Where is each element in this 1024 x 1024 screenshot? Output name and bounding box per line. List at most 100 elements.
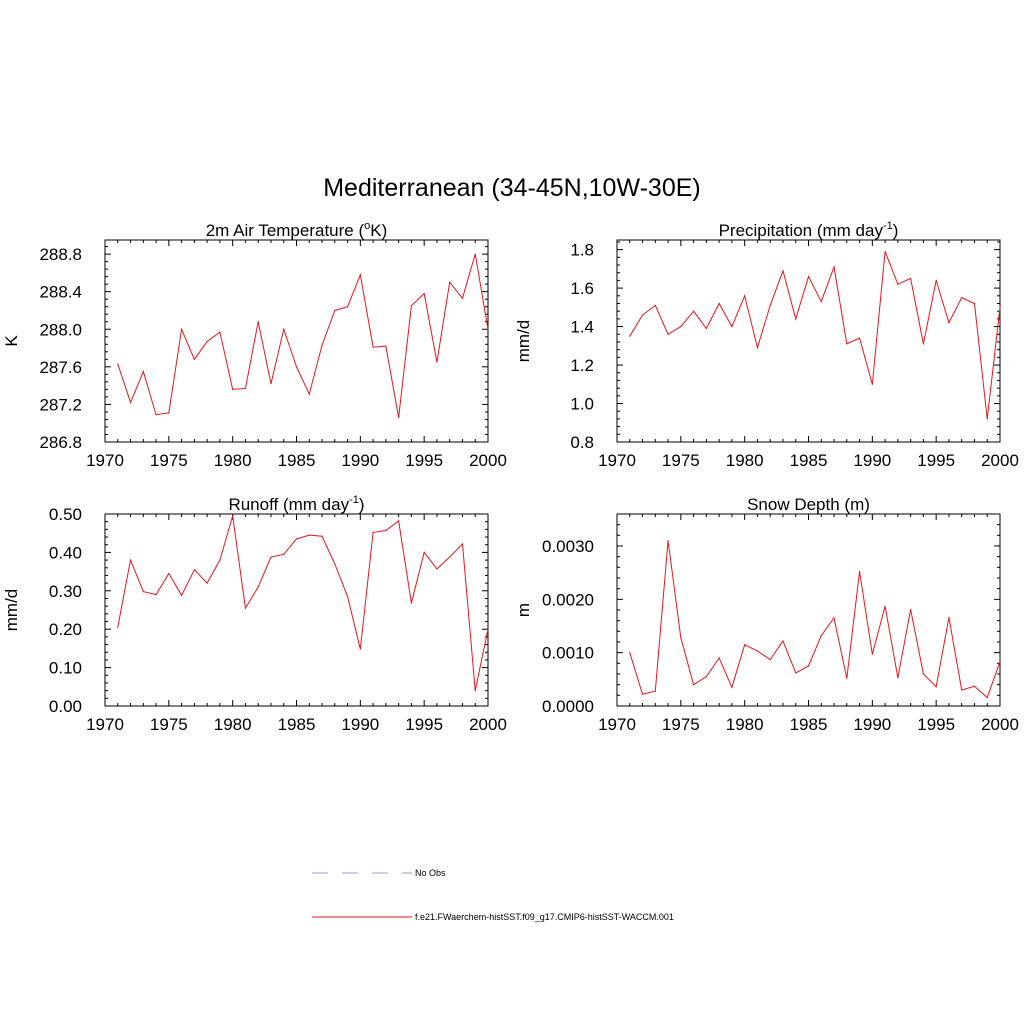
data-point	[948, 322, 950, 324]
x-tick-label: 1985	[278, 715, 316, 734]
panel-title-suffix: K)	[370, 221, 387, 240]
x-tick-label: 1980	[726, 715, 764, 734]
y-tick-label: 286.8	[39, 433, 82, 452]
data-point	[795, 672, 797, 674]
plot-frame	[616, 239, 1001, 443]
data-point	[283, 328, 285, 330]
data-point	[129, 401, 132, 404]
data-point	[372, 531, 374, 534]
data-point	[398, 520, 400, 522]
panel-title-superscript: -1	[883, 220, 893, 232]
x-tick-label: 1970	[598, 715, 636, 734]
x-tick-label: 1990	[853, 451, 891, 470]
data-point	[973, 302, 976, 305]
data-point	[410, 602, 412, 604]
data-point	[641, 693, 644, 695]
panel-title-text: Snow Depth (m)	[747, 495, 870, 514]
y-tick-label: 0.00	[49, 697, 82, 716]
data-point	[833, 617, 835, 619]
data-point	[181, 594, 183, 597]
data-point	[629, 652, 631, 654]
y-tick-label: 1.6	[570, 279, 594, 298]
x-tick-label: 1995	[917, 715, 955, 734]
x-tick-label: 1980	[214, 715, 252, 734]
data-point	[474, 253, 476, 255]
chart-panel-3: 1970 1975 1980 1985 1990 1995 2000 0.00 0.10 0.20…	[2, 494, 507, 734]
data-point	[232, 388, 234, 390]
data-point	[973, 685, 976, 687]
data-point	[680, 637, 682, 639]
x-tick-label: 2000	[981, 715, 1019, 734]
data-point	[948, 616, 950, 619]
data-point	[385, 529, 387, 532]
data-point	[667, 540, 669, 542]
data-point	[321, 344, 323, 346]
series-line-1	[629, 540, 1001, 699]
data-point	[308, 393, 310, 395]
panel-title: 2m Air Temperature (oK)	[206, 220, 388, 240]
data-point	[897, 677, 899, 679]
data-point	[193, 569, 195, 571]
data-point	[334, 563, 336, 565]
data-point	[295, 538, 298, 540]
series-line-1	[117, 253, 489, 418]
data-point	[474, 690, 476, 692]
plot-frame	[616, 513, 1001, 707]
data-point	[359, 274, 361, 276]
data-point	[244, 607, 247, 609]
data-point	[423, 551, 425, 554]
panel-title-text: 2m Air Temperature (	[206, 221, 365, 240]
x-tick-label: 1990	[341, 451, 379, 470]
data-point	[705, 327, 707, 330]
data-point	[667, 333, 669, 335]
data-point	[654, 690, 656, 692]
panel-title-superscript: -1	[349, 494, 359, 506]
data-point	[935, 279, 937, 281]
data-point	[385, 345, 387, 347]
series-line-1	[117, 515, 489, 691]
data-point	[807, 275, 810, 278]
x-tick-label: 1995	[917, 451, 955, 470]
data-point	[168, 412, 170, 414]
data-point	[718, 302, 720, 305]
y-axis-label: mm/d	[2, 589, 21, 632]
data-point	[142, 370, 144, 373]
data-point	[117, 626, 119, 628]
data-point	[897, 283, 899, 285]
data-point	[117, 363, 119, 365]
data-point	[871, 383, 873, 385]
data-point	[756, 347, 759, 349]
data-point	[257, 586, 259, 588]
x-tick-label: 1980	[214, 451, 252, 470]
data-point	[935, 686, 937, 688]
data-point	[705, 676, 707, 678]
data-point	[999, 661, 1001, 663]
plot-frame	[104, 239, 489, 443]
data-point	[641, 314, 644, 316]
data-point	[846, 343, 848, 345]
data-point	[168, 572, 170, 575]
panel-title-superscript: o	[364, 220, 370, 232]
data-point	[449, 281, 451, 283]
y-tick-label: 0.0030	[542, 537, 594, 556]
x-tick-label: 1985	[790, 715, 828, 734]
data-point	[961, 689, 963, 691]
data-point	[846, 677, 848, 679]
data-point	[155, 414, 157, 416]
y-tick-label: 287.6	[39, 358, 82, 377]
data-point	[769, 659, 771, 661]
data-point	[629, 335, 631, 337]
y-tick-label: 0.0000	[542, 697, 594, 716]
y-tick-label: 0.10	[49, 659, 82, 678]
panel-title: Precipitation (mm day-1)	[719, 220, 899, 240]
data-point	[910, 608, 912, 611]
x-tick-label: 1985	[278, 451, 316, 470]
x-tick-label: 1975	[662, 715, 700, 734]
data-point	[270, 556, 272, 558]
data-point	[270, 383, 272, 385]
y-tick-label: 1.2	[570, 356, 594, 375]
data-point	[858, 571, 861, 573]
y-tick-label: 288.4	[39, 283, 82, 302]
y-tick-label: 288.0	[39, 320, 82, 339]
